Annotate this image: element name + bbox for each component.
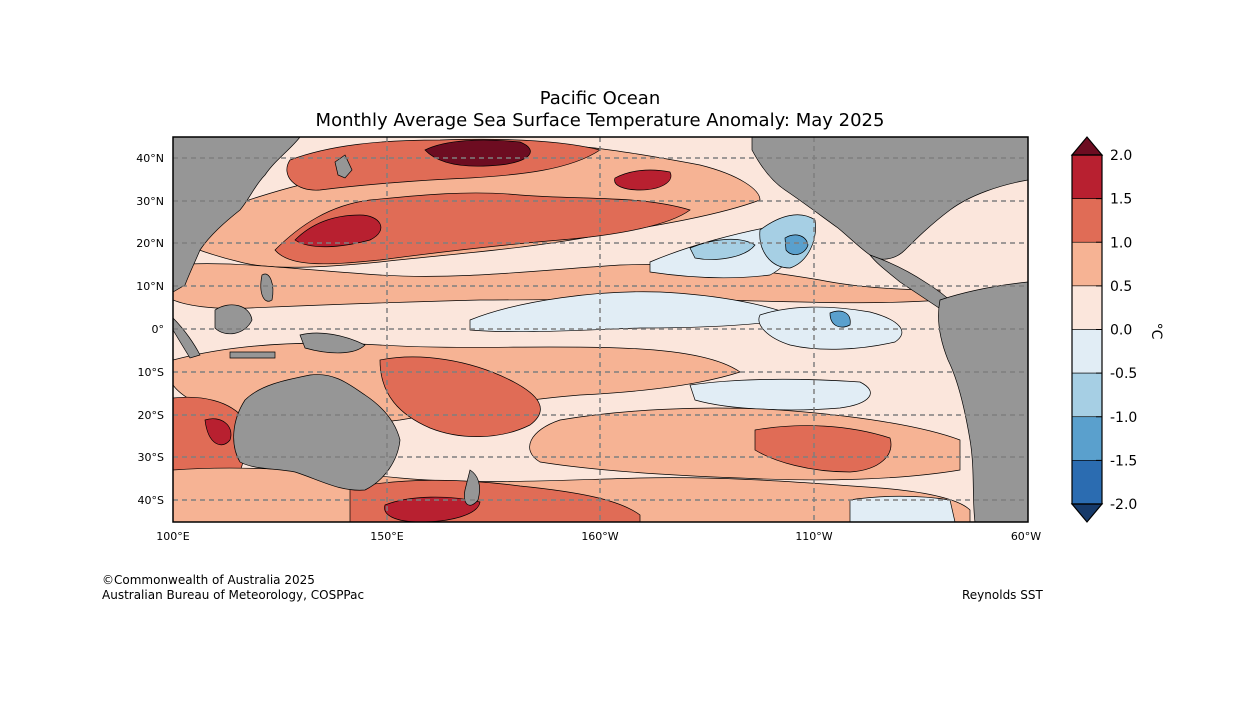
colorbar-unit: °C xyxy=(1148,323,1164,340)
lat-label: 40°S xyxy=(138,494,164,507)
anomaly-mexico-cool-core xyxy=(784,234,809,255)
land-japan xyxy=(334,154,353,179)
lat-label: 30°S xyxy=(138,451,164,464)
colorbar-tick-label: 1.5 xyxy=(1110,192,1132,208)
land-philippines xyxy=(260,273,274,302)
anomaly-southern-ocean-core xyxy=(384,496,481,522)
data-source: Reynolds SST xyxy=(962,588,1043,602)
map-frame xyxy=(172,136,1029,523)
lat-label: 10°N xyxy=(136,280,164,293)
anomaly-east-equatorial-cool xyxy=(758,306,903,350)
land-new-zealand xyxy=(464,469,480,506)
lat-label: 20°N xyxy=(136,237,164,250)
anomaly-northeast-cool2 xyxy=(689,238,756,260)
colorbar-tick-label: -0.5 xyxy=(1110,366,1137,382)
colorbar-bin xyxy=(1071,285,1103,330)
colorbar-bin xyxy=(1071,460,1103,505)
lon-label: 60°W xyxy=(1011,530,1041,543)
anomaly-south-hot xyxy=(379,356,541,437)
anomaly-south-subtropical-hot xyxy=(754,425,892,473)
land-new-guinea xyxy=(299,332,366,354)
anomaly-north-hot xyxy=(274,192,691,265)
colorbar-tick-label: 0.5 xyxy=(1110,279,1132,295)
longitude-labels: 100°E 150°E 160°W 110°W 60°W xyxy=(156,530,1041,543)
lon-label: 110°W xyxy=(795,530,832,543)
lon-label: 100°E xyxy=(156,530,189,543)
graticule xyxy=(173,137,1028,522)
colorbar-bin xyxy=(1071,416,1103,461)
lon-label: 160°W xyxy=(581,530,618,543)
land-indonesia-islands xyxy=(229,351,276,359)
land-borneo xyxy=(214,304,253,335)
land-masses xyxy=(173,137,1028,522)
map-title: Pacific Ocean xyxy=(539,88,661,109)
lat-label: 40°N xyxy=(136,152,164,165)
latitude-labels: 40°N 30°N 20°N 10°N 0° 10°S 20°S 30°S 40… xyxy=(136,152,164,507)
colorbar-bin xyxy=(1071,372,1103,418)
land-sumatra xyxy=(173,317,201,359)
anomaly-northcentral-core xyxy=(614,169,672,191)
colorbar-bin xyxy=(1071,241,1103,287)
colorbar-tick-label: -2.0 xyxy=(1110,497,1137,513)
anomaly-south-east-cool xyxy=(849,495,956,522)
colorbar-tick-label: 1.0 xyxy=(1110,235,1132,251)
colorbar-under-arrow xyxy=(1070,503,1104,523)
anomaly-kuroshio-core xyxy=(424,139,531,167)
colorbar-bins xyxy=(1071,154,1103,505)
footer-credits: ©Commonwealth of Australia 2025 Australi… xyxy=(102,573,364,603)
anomaly-west-aus-core xyxy=(204,418,232,446)
agency-text: Australian Bureau of Meteorology, COSPPa… xyxy=(102,588,365,602)
colorbar: 2.0 1.5 1.0 0.5 0.0 -0.5 -1.0 -1.5 -2.0 °C xyxy=(1070,136,1164,523)
colorbar-tick-label: 0.0 xyxy=(1110,323,1132,339)
colorbar-tick-label: 2.0 xyxy=(1110,148,1132,164)
anomaly-north-core xyxy=(294,214,382,248)
colorbar-ticks: 2.0 1.5 1.0 0.5 0.0 -0.5 -1.0 -1.5 -2.0 xyxy=(1096,148,1137,513)
lat-label: 30°N xyxy=(136,195,164,208)
lat-label: 0° xyxy=(152,323,165,336)
copyright-text: ©Commonwealth of Australia 2025 xyxy=(102,573,315,587)
colorbar-tick-label: -1.5 xyxy=(1110,453,1137,469)
lon-label: 150°E xyxy=(370,530,403,543)
lat-label: 20°S xyxy=(138,409,164,422)
colorbar-tick-label: -1.0 xyxy=(1110,410,1137,426)
anomaly-east-cool-core xyxy=(829,310,851,328)
colorbar-over-arrow xyxy=(1070,136,1104,156)
colorbar-bin xyxy=(1071,154,1103,199)
colorbar-bin xyxy=(1071,198,1103,243)
map-subtitle: Monthly Average Sea Surface Temperature … xyxy=(315,110,885,131)
lat-label: 10°S xyxy=(138,366,164,379)
colorbar-bin xyxy=(1071,329,1103,374)
land-asia xyxy=(173,137,301,293)
